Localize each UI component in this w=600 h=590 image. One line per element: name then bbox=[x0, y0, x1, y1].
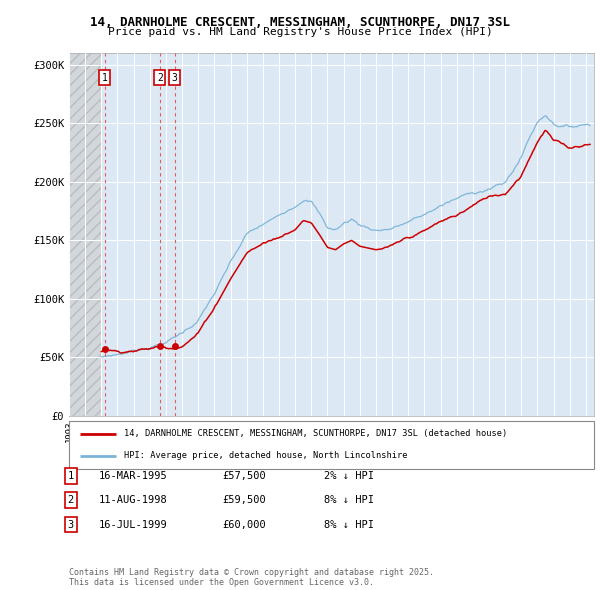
Text: Contains HM Land Registry data © Crown copyright and database right 2025.
This d: Contains HM Land Registry data © Crown c… bbox=[69, 568, 434, 587]
FancyBboxPatch shape bbox=[69, 421, 594, 469]
Text: 14, DARNHOLME CRESCENT, MESSINGHAM, SCUNTHORPE, DN17 3SL: 14, DARNHOLME CRESCENT, MESSINGHAM, SCUN… bbox=[90, 16, 510, 29]
Text: 8% ↓ HPI: 8% ↓ HPI bbox=[324, 520, 374, 529]
Text: 2: 2 bbox=[157, 73, 163, 83]
Text: £59,500: £59,500 bbox=[222, 496, 266, 505]
Text: 1: 1 bbox=[102, 73, 107, 83]
Text: 16-JUL-1999: 16-JUL-1999 bbox=[99, 520, 168, 529]
Text: 8% ↓ HPI: 8% ↓ HPI bbox=[324, 496, 374, 505]
Text: 2: 2 bbox=[68, 496, 74, 505]
Text: HPI: Average price, detached house, North Lincolnshire: HPI: Average price, detached house, Nort… bbox=[124, 451, 407, 460]
Text: 1: 1 bbox=[68, 471, 74, 481]
Text: £60,000: £60,000 bbox=[222, 520, 266, 529]
Text: 3: 3 bbox=[68, 520, 74, 529]
Text: 3: 3 bbox=[172, 73, 178, 83]
Text: 16-MAR-1995: 16-MAR-1995 bbox=[99, 471, 168, 481]
Text: Price paid vs. HM Land Registry's House Price Index (HPI): Price paid vs. HM Land Registry's House … bbox=[107, 27, 493, 37]
Bar bbox=[69, 53, 101, 416]
Text: 11-AUG-1998: 11-AUG-1998 bbox=[99, 496, 168, 505]
Text: £57,500: £57,500 bbox=[222, 471, 266, 481]
Text: 2% ↓ HPI: 2% ↓ HPI bbox=[324, 471, 374, 481]
Text: 14, DARNHOLME CRESCENT, MESSINGHAM, SCUNTHORPE, DN17 3SL (detached house): 14, DARNHOLME CRESCENT, MESSINGHAM, SCUN… bbox=[124, 430, 508, 438]
